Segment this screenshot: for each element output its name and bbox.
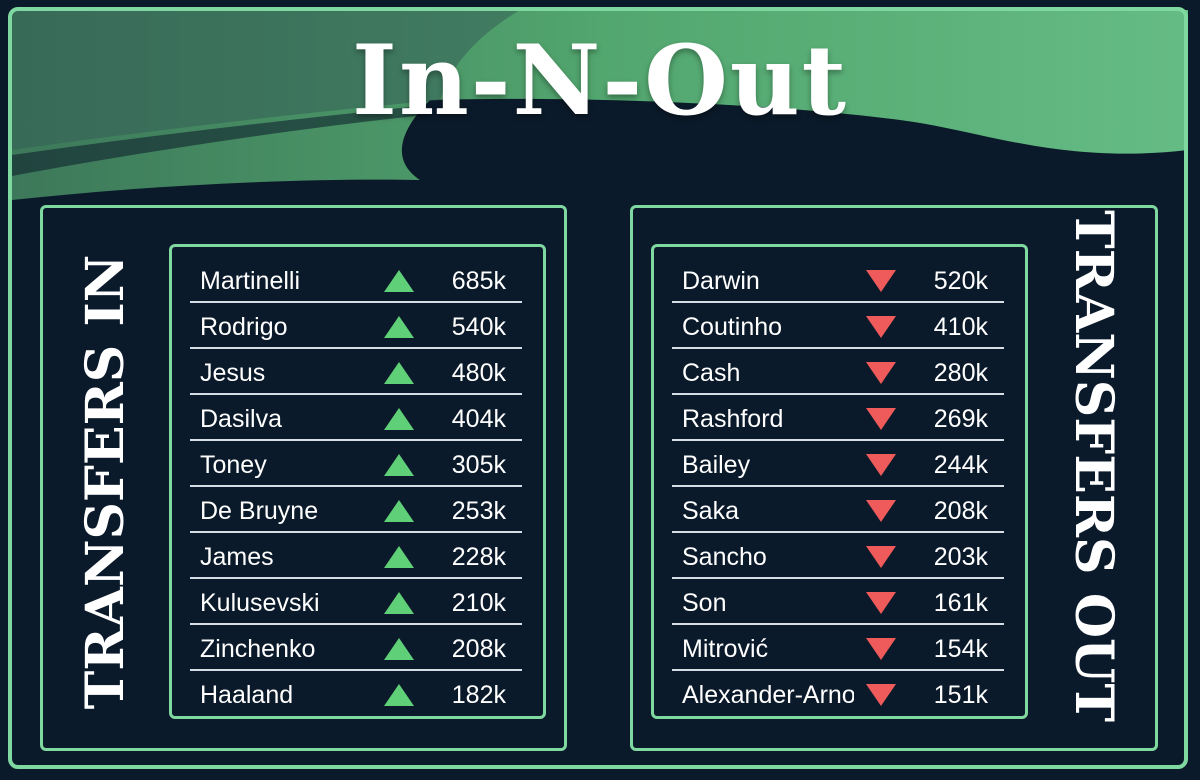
transfer-count: 520k (933, 267, 988, 295)
list-item: Darwin 520k (672, 257, 1004, 303)
triangle-down-icon (865, 315, 897, 339)
list-item: Son 161k (672, 579, 1004, 625)
triangle-up-icon (383, 269, 415, 293)
transfer-count: 253k (451, 497, 506, 525)
transfers-in-list: Martinelli 685k Rodrigo 540k Jesus 480k Dasilv… (169, 244, 546, 719)
transfer-count: 208k (933, 497, 988, 525)
triangle-up-icon (383, 499, 415, 523)
list-item: Cash 280k (672, 349, 1004, 395)
list-item: De Bruyne 253k (190, 487, 522, 533)
list-item: Toney 305k (190, 441, 522, 487)
outer-frame (8, 7, 1188, 769)
transfers-out-list: Darwin 520k Coutinho 410k Cash 280k Rashford 26… (651, 244, 1028, 719)
transfer-count: 540k (451, 313, 506, 341)
transfers-in-label: TRANSFERS IN (75, 254, 136, 710)
triangle-down-icon (865, 591, 897, 615)
player-name: Coutinho (682, 313, 783, 341)
player-name: Jesus (200, 359, 266, 387)
player-name: Haaland (200, 681, 294, 709)
player-name: Zinchenko (200, 635, 316, 663)
player-name: Martinelli (200, 267, 301, 295)
transfer-count: 151k (933, 681, 988, 709)
triangle-up-icon (383, 361, 415, 385)
transfer-count: 280k (933, 359, 988, 387)
player-name: Cash (682, 359, 741, 387)
triangle-down-icon (865, 683, 897, 707)
player-name: Kulusevski (200, 589, 320, 617)
transfer-count: 161k (933, 589, 988, 617)
player-name: Bailey (682, 451, 751, 479)
list-item: Martinelli 685k (190, 257, 522, 303)
transfers-out-label: TRANSFERS OUT (1063, 209, 1124, 723)
list-item: Bailey 244k (672, 441, 1004, 487)
page-title: In-N-Out (352, 24, 848, 137)
player-name: Rashford (682, 405, 784, 433)
triangle-down-icon (865, 269, 897, 293)
triangle-up-icon (383, 545, 415, 569)
list-item: Saka 208k (672, 487, 1004, 533)
transfer-count: 685k (451, 267, 506, 295)
player-name: Rodrigo (200, 313, 288, 341)
triangle-up-icon (383, 683, 415, 707)
transfer-count: 210k (451, 589, 506, 617)
list-item: Jesus 480k (190, 349, 522, 395)
triangle-down-icon (865, 361, 897, 385)
triangle-down-icon (865, 499, 897, 523)
player-name: Alexander-Arnold (682, 681, 854, 709)
list-item: Rodrigo 540k (190, 303, 522, 349)
triangle-up-icon (383, 453, 415, 477)
player-name: Toney (200, 451, 267, 479)
list-item: Haaland 182k (190, 671, 522, 717)
list-item: Dasilva 404k (190, 395, 522, 441)
transfer-count: 208k (451, 635, 506, 663)
list-item: Rashford 269k (672, 395, 1004, 441)
list-item: Sancho 203k (672, 533, 1004, 579)
player-name: Saka (682, 497, 739, 525)
player-name: Sancho (682, 543, 767, 571)
list-item: Kulusevski 210k (190, 579, 522, 625)
player-name: De Bruyne (200, 497, 319, 525)
transfer-count: 404k (451, 405, 506, 433)
transfer-count: 228k (451, 543, 506, 571)
transfer-count: 203k (933, 543, 988, 571)
player-name: Dasilva (200, 405, 282, 433)
transfer-count: 305k (451, 451, 506, 479)
list-item: Mitrović 154k (672, 625, 1004, 671)
triangle-up-icon (383, 637, 415, 661)
transfer-count: 269k (933, 405, 988, 433)
list-item: Zinchenko 208k (190, 625, 522, 671)
triangle-down-icon (865, 453, 897, 477)
list-item: Alexander-Arnold 151k (672, 671, 1004, 717)
transfer-count: 182k (451, 681, 506, 709)
list-item: James 228k (190, 533, 522, 579)
player-name: Darwin (682, 267, 760, 295)
triangle-down-icon (865, 545, 897, 569)
triangle-down-icon (865, 637, 897, 661)
transfer-count: 244k (933, 451, 988, 479)
transfer-count: 480k (451, 359, 506, 387)
list-item: Coutinho 410k (672, 303, 1004, 349)
triangle-up-icon (383, 591, 415, 615)
triangle-up-icon (383, 315, 415, 339)
transfers-out-rows: Darwin 520k Coutinho 410k Cash 280k Rashford 26… (672, 257, 1004, 717)
player-name: Mitrović (682, 635, 769, 663)
transfer-count: 410k (933, 313, 988, 341)
triangle-down-icon (865, 407, 897, 431)
transfer-count: 154k (933, 635, 988, 663)
player-name: Son (682, 589, 727, 617)
triangle-up-icon (383, 407, 415, 431)
transfers-in-rows: Martinelli 685k Rodrigo 540k Jesus 480k Dasilv… (190, 257, 522, 717)
player-name: James (200, 543, 274, 571)
